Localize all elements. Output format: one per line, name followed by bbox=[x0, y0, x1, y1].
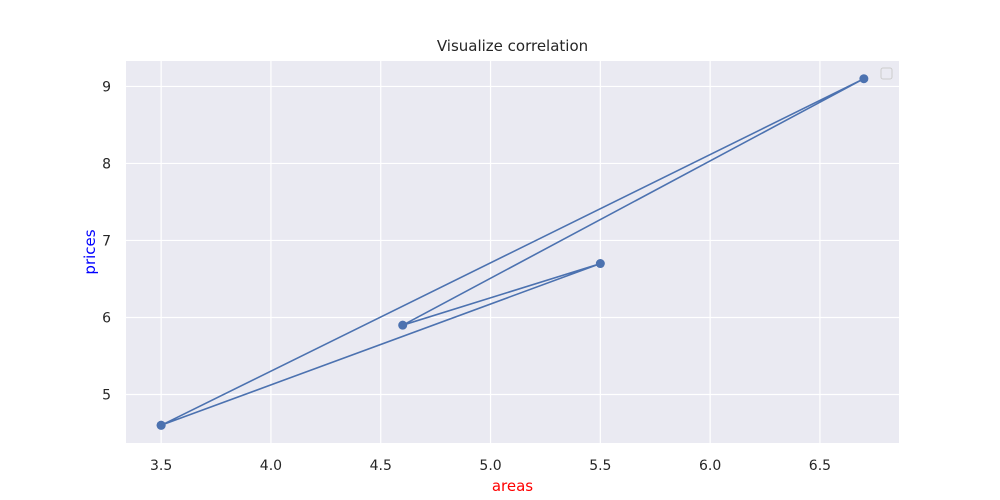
x-tick-label: 6.0 bbox=[699, 458, 721, 474]
y-tick-label: 5 bbox=[102, 387, 111, 403]
x-tick-label: 5.5 bbox=[589, 458, 611, 474]
y-tick-label: 8 bbox=[102, 156, 111, 172]
data-point bbox=[398, 320, 408, 330]
x-tick-label: 6.5 bbox=[809, 458, 831, 474]
chart-title: Visualize correlation bbox=[437, 37, 588, 55]
x-tick-label: 5.0 bbox=[479, 458, 501, 474]
series-layer bbox=[156, 74, 869, 430]
x-tick-label: 4.5 bbox=[370, 458, 392, 474]
legend-box bbox=[880, 67, 893, 80]
data-point bbox=[156, 420, 166, 430]
x-gridlines bbox=[160, 61, 821, 443]
x-tick-label: 3.5 bbox=[150, 458, 172, 474]
y-tick-label: 7 bbox=[102, 233, 111, 249]
x-axis-label: areas bbox=[492, 477, 533, 495]
data-point bbox=[595, 259, 605, 269]
y-gridlines bbox=[126, 85, 899, 396]
y-tick-label: 9 bbox=[102, 79, 111, 95]
x-tick-label: 4.0 bbox=[260, 458, 282, 474]
data-point bbox=[859, 74, 869, 84]
y-tick-labels: 5 6 7 8 9 bbox=[102, 79, 111, 403]
x-tick-labels: 3.5 4.0 4.5 5.0 5.5 6.0 6.5 bbox=[150, 458, 831, 474]
y-axis-label: prices bbox=[81, 229, 99, 274]
y-tick-label: 6 bbox=[102, 310, 111, 326]
